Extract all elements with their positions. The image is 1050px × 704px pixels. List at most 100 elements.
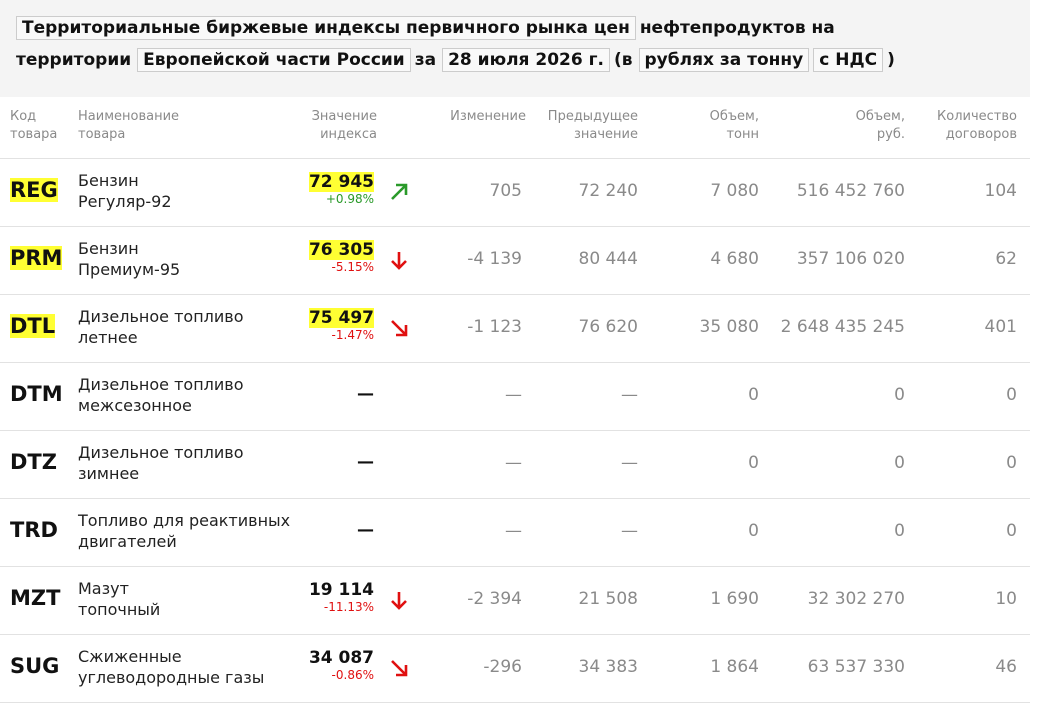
cell-prev: — <box>621 521 638 541</box>
index-value-text: 75 497 <box>308 308 374 328</box>
cell-rub: 0 <box>894 453 905 473</box>
product-name-line: углеводородные газы <box>78 668 265 687</box>
arrow-path <box>391 320 408 337</box>
arrow-path <box>391 660 408 677</box>
product-name: Бензин Регуляр-92 <box>78 170 172 212</box>
index-value: — <box>357 384 374 404</box>
trend-arrow <box>391 252 407 270</box>
product-code: DTZ <box>10 450 57 474</box>
row-separator <box>0 634 1030 635</box>
product-code: MZT <box>10 586 60 610</box>
product-name-line: Премиум-95 <box>78 260 181 279</box>
product-name-line: зимнее <box>78 464 140 483</box>
column-header-line: индекса <box>320 127 377 142</box>
cell-contracts: 62 <box>995 249 1017 269</box>
index-cell: — <box>357 520 374 540</box>
row-separator <box>0 158 1030 159</box>
product-name: Дизельное топливо зимнее <box>78 442 244 484</box>
column-header-line: Объем, <box>855 109 905 124</box>
title-chip: Территориальные биржевые индексы первичн… <box>16 16 636 40</box>
index-value-text: — <box>357 520 374 540</box>
arrow-path <box>391 592 407 610</box>
cell-prev: 80 444 <box>578 249 638 269</box>
product-name-line: Дизельное топливо <box>78 307 244 326</box>
cell-prev: 76 620 <box>578 317 638 337</box>
product-name-line: топочный <box>78 600 161 619</box>
product-name-line: двигателей <box>78 532 177 551</box>
column-header-line: Изменение <box>450 109 526 124</box>
cell-tonnes: 1 864 <box>710 657 759 677</box>
cell-tonnes: 0 <box>748 453 759 473</box>
column-header: Код товара <box>10 108 57 144</box>
index-value-text: 76 305 <box>308 240 374 260</box>
cell-change: — <box>505 521 522 541</box>
cell-change: -4 139 <box>467 249 522 269</box>
product-name: Дизельное топливо летнее <box>78 306 244 348</box>
index-cell: — <box>357 384 374 404</box>
cell-rub: 357 106 020 <box>796 249 905 269</box>
column-header-line: Наименование <box>78 109 180 124</box>
column-header: Предыдущее значение <box>548 108 638 144</box>
product-name-line: межсезонное <box>78 396 192 415</box>
product-name: Сжиженные углеводородные газы <box>78 646 264 688</box>
header-title: Территориальные биржевые индексы первичн… <box>16 12 1016 76</box>
title-chip: Европейской части России <box>137 48 411 72</box>
cell-rub: 0 <box>894 385 905 405</box>
row-separator <box>0 702 1030 703</box>
column-header-line: Предыдущее <box>547 109 638 124</box>
cell-tonnes: 1 690 <box>710 589 759 609</box>
index-value: — <box>357 520 374 540</box>
cell-change: -1 123 <box>467 317 522 337</box>
index-value-text: — <box>357 384 374 404</box>
product-name: Топливо для реактивных двигателей <box>78 510 290 552</box>
product-code-text: DTL <box>10 314 56 338</box>
product-name: Бензин Премиум-95 <box>78 238 180 280</box>
column-header: Количество договоров <box>937 108 1017 144</box>
column-header-line: товара <box>10 127 58 142</box>
column-header: Объем, руб. <box>856 108 905 144</box>
cell-change: -2 394 <box>467 589 522 609</box>
column-header-line: значение <box>573 127 638 142</box>
cell-contracts: 0 <box>1006 385 1017 405</box>
index-value: 34 087 <box>309 648 374 668</box>
cell-prev: 72 240 <box>578 181 638 201</box>
column-header: Изменение <box>450 108 526 126</box>
product-code-text: DTZ <box>10 450 57 474</box>
column-header-line: руб. <box>876 127 905 142</box>
product-code: TRD <box>10 518 58 542</box>
row-separator <box>0 362 1030 363</box>
product-name-line: Бензин <box>78 239 139 258</box>
product-name-line: Мазут <box>78 579 129 598</box>
cell-tonnes: 0 <box>748 521 759 541</box>
trend-arrow <box>391 660 408 677</box>
title-chip: с НДС <box>813 48 884 72</box>
index-change-percent: -11.13% <box>323 600 374 614</box>
column-header: Объем, тонн <box>710 108 759 144</box>
column-header-line: тонн <box>726 127 759 142</box>
index-value: 76 305 <box>308 240 374 260</box>
cell-tonnes: 0 <box>748 385 759 405</box>
product-name-line: Дизельное топливо <box>78 375 244 394</box>
product-name-line: Топливо для реактивных <box>78 511 291 530</box>
column-header-line: товара <box>78 127 126 142</box>
title-chip: 28 июля 2026 г. <box>442 48 610 72</box>
cell-rub: 2 648 435 245 <box>780 317 905 337</box>
cell-change: 705 <box>489 181 522 201</box>
cell-change: — <box>505 385 522 405</box>
cell-prev: — <box>621 385 638 405</box>
cell-tonnes: 35 080 <box>699 317 759 337</box>
product-code: DTL <box>10 314 56 338</box>
row-separator <box>0 430 1030 431</box>
product-name: Дизельное топливо межсезонное <box>78 374 244 416</box>
cell-tonnes: 7 080 <box>710 181 759 201</box>
index-cell: 72 945 +0.98% <box>308 172 374 206</box>
cell-change: — <box>505 453 522 473</box>
trend-arrow <box>391 320 408 337</box>
cell-rub: 32 302 270 <box>807 589 905 609</box>
index-value: 19 114 <box>309 580 374 600</box>
product-code-text: TRD <box>10 518 58 542</box>
index-cell: 19 114 -11.13% <box>309 580 374 614</box>
trend-arrow <box>391 183 408 200</box>
index-change-percent: -5.15% <box>331 260 374 274</box>
cell-rub: 0 <box>894 521 905 541</box>
